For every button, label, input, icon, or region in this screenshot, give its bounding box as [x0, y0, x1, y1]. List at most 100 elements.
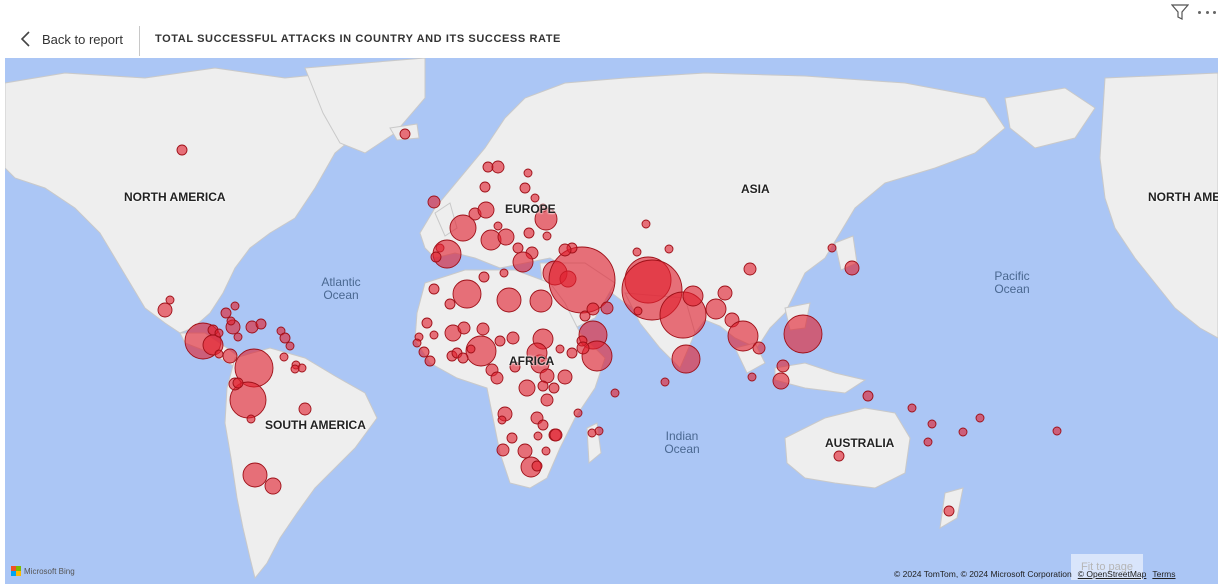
attack-bubble[interactable]: [548, 382, 560, 394]
back-to-report-button[interactable]: Back to report: [14, 26, 123, 52]
attack-bubble[interactable]: [538, 203, 548, 213]
attack-bubble[interactable]: [230, 301, 240, 311]
attack-bubble[interactable]: [557, 369, 573, 385]
attack-bubble[interactable]: [537, 380, 549, 392]
attack-bubble[interactable]: [429, 330, 439, 340]
attack-bubble[interactable]: [165, 295, 175, 305]
attack-bubble[interactable]: [752, 341, 766, 355]
attack-bubble[interactable]: [496, 287, 522, 313]
attack-bubble[interactable]: [290, 364, 300, 374]
attack-bubble[interactable]: [214, 349, 224, 359]
attack-bubble[interactable]: [555, 344, 565, 354]
attack-bubble[interactable]: [499, 268, 509, 278]
attack-bubble[interactable]: [518, 379, 536, 397]
attack-bubble[interactable]: [523, 227, 535, 239]
attack-bubble[interactable]: [222, 348, 238, 364]
attack-bubble[interactable]: [660, 377, 670, 387]
attack-bubble[interactable]: [943, 505, 955, 517]
osm-link[interactable]: © OpenStreetMap: [1077, 569, 1147, 579]
attack-bubble[interactable]: [533, 431, 543, 441]
attack-bubble[interactable]: [465, 335, 497, 367]
attack-bubble[interactable]: [233, 332, 243, 342]
attack-bubble[interactable]: [246, 414, 256, 424]
attack-bubble[interactable]: [412, 338, 422, 348]
attack-bubble[interactable]: [232, 377, 244, 389]
attack-bubble[interactable]: [457, 321, 471, 335]
attack-bubble[interactable]: [452, 279, 482, 309]
attack-bubble[interactable]: [632, 247, 642, 257]
attack-bubble[interactable]: [476, 322, 490, 336]
attack-bubble[interactable]: [512, 251, 534, 273]
attack-bubble[interactable]: [279, 352, 289, 362]
attack-bubble[interactable]: [542, 231, 552, 241]
attack-bubble[interactable]: [776, 359, 790, 373]
attack-bubble[interactable]: [958, 427, 968, 437]
attack-bubble[interactable]: [226, 316, 236, 326]
attack-bubble[interactable]: [491, 160, 505, 174]
attack-bubble[interactable]: [671, 344, 701, 374]
attack-bubble[interactable]: [506, 432, 518, 444]
attack-bubble[interactable]: [530, 193, 540, 203]
attack-bubble[interactable]: [496, 443, 510, 457]
attack-bubble[interactable]: [430, 251, 442, 263]
attack-bubble[interactable]: [264, 477, 282, 495]
attack-bubble[interactable]: [576, 341, 590, 355]
attack-bubble[interactable]: [509, 361, 521, 373]
attack-bubble[interactable]: [827, 243, 837, 253]
attack-bubble[interactable]: [633, 306, 643, 316]
attack-bubble[interactable]: [743, 262, 757, 276]
attack-bubble[interactable]: [157, 302, 173, 318]
attack-bubble[interactable]: [1052, 426, 1062, 436]
attack-bubble[interactable]: [478, 271, 490, 283]
attack-bubble[interactable]: [466, 344, 476, 354]
attack-bubble[interactable]: [477, 201, 495, 219]
attack-bubble[interactable]: [457, 352, 469, 364]
attack-bubble[interactable]: [497, 415, 507, 425]
attack-bubble[interactable]: [566, 347, 578, 359]
attack-bubble[interactable]: [279, 332, 291, 344]
attack-bubble[interactable]: [428, 283, 440, 295]
attack-bubble[interactable]: [664, 244, 674, 254]
attack-bubble[interactable]: [641, 219, 651, 229]
attack-bubble[interactable]: [531, 460, 543, 472]
attack-bubble[interactable]: [682, 285, 704, 307]
attack-bubble[interactable]: [490, 371, 504, 385]
attack-bubble[interactable]: [480, 229, 502, 251]
attack-bubble[interactable]: [482, 161, 494, 173]
attack-bubble[interactable]: [705, 298, 727, 320]
attack-bubble[interactable]: [214, 328, 224, 338]
attack-bubble[interactable]: [541, 446, 551, 456]
attack-bubble[interactable]: [418, 346, 430, 358]
fit-to-page-button[interactable]: Fit to page: [1071, 554, 1143, 580]
attack-bubble[interactable]: [540, 393, 554, 407]
attack-bubble[interactable]: [242, 462, 268, 488]
attack-bubble[interactable]: [573, 408, 583, 418]
attack-bubble[interactable]: [519, 182, 531, 194]
attack-bubble[interactable]: [549, 428, 563, 442]
attack-bubble[interactable]: [558, 243, 572, 257]
attack-bubble[interactable]: [594, 426, 604, 436]
attack-bubble[interactable]: [581, 340, 613, 372]
attack-bubble[interactable]: [586, 302, 600, 316]
attack-bubble[interactable]: [610, 388, 620, 398]
attack-bubble[interactable]: [421, 317, 433, 329]
map-visual[interactable]: NORTH AMERICA NORTH AME EUROPE ASIA AFRI…: [5, 58, 1218, 584]
attack-bubble[interactable]: [494, 335, 506, 347]
attack-bubble[interactable]: [512, 242, 524, 254]
attack-bubble[interactable]: [783, 314, 823, 354]
attack-bubble[interactable]: [399, 128, 411, 140]
attack-bubble[interactable]: [927, 419, 937, 429]
attack-bubble[interactable]: [747, 372, 757, 382]
attack-bubble[interactable]: [833, 450, 845, 462]
attack-bubble[interactable]: [907, 403, 917, 413]
attack-bubble[interactable]: [479, 181, 491, 193]
attack-bubble[interactable]: [537, 419, 549, 431]
attack-bubble[interactable]: [176, 144, 188, 156]
more-options-icon[interactable]: [1198, 6, 1216, 18]
attack-bubble[interactable]: [424, 355, 436, 367]
attack-bubble[interactable]: [449, 214, 477, 242]
filter-icon[interactable]: [1170, 4, 1190, 20]
attack-bubble[interactable]: [506, 331, 520, 345]
attack-bubble[interactable]: [517, 443, 533, 459]
terms-link[interactable]: Terms: [1152, 569, 1176, 579]
